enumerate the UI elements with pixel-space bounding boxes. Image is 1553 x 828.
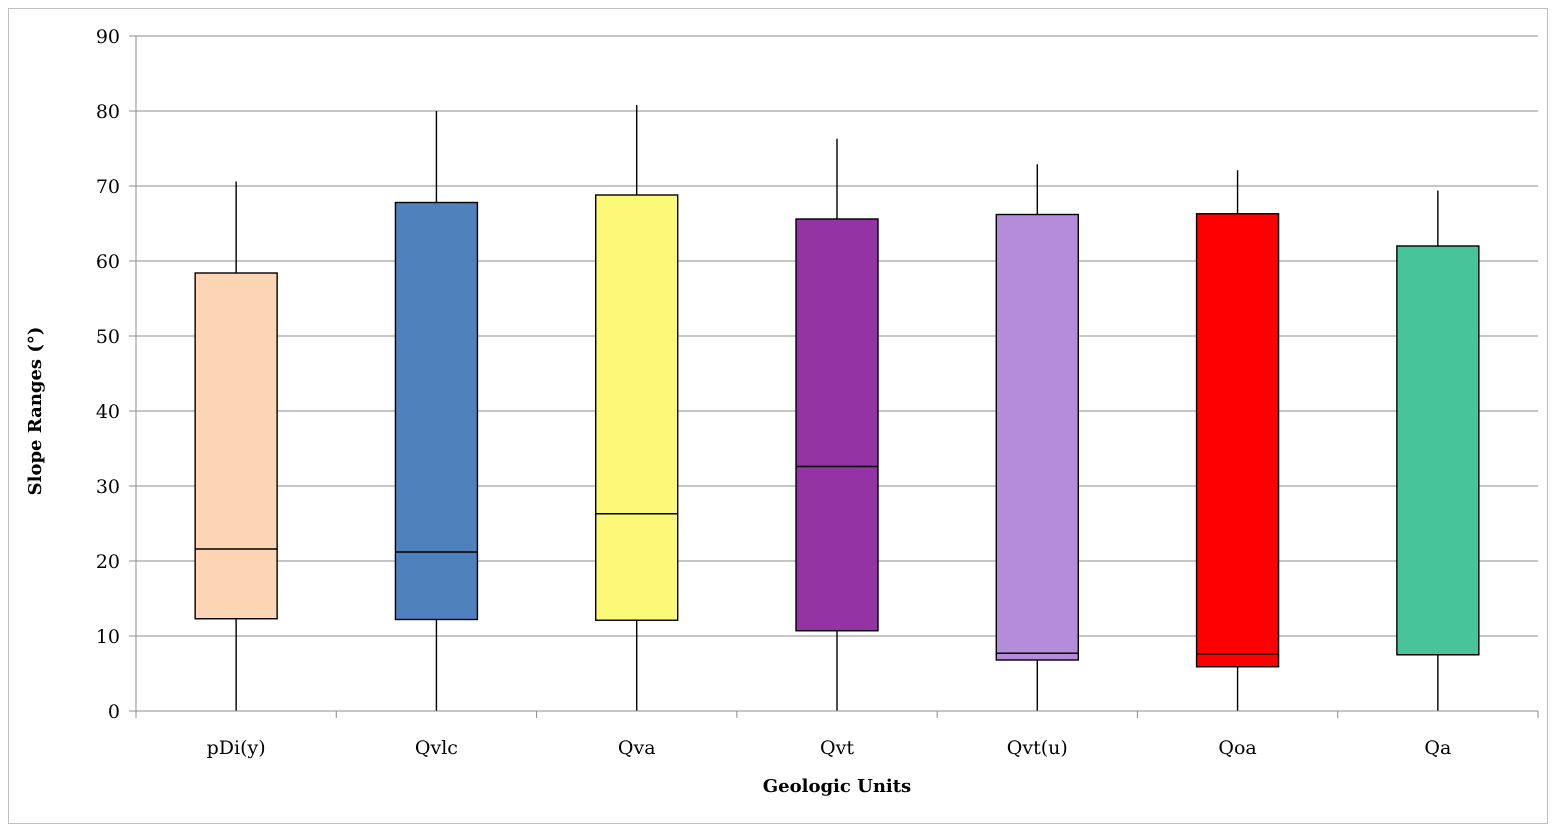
box-qvlc (394, 111, 479, 711)
axes (135, 36, 1539, 718)
y-tick-label-10: 10 (96, 626, 120, 648)
x-tick-label-qvlc: Qvlc (415, 737, 458, 759)
box-qva (595, 105, 679, 711)
y-tick-label-30: 30 (96, 476, 120, 498)
y-tick-label-20: 20 (96, 551, 120, 573)
y-tick-label-50: 50 (96, 326, 120, 348)
y-tick-labels: 0 10 20 30 40 50 60 70 80 90 (96, 26, 120, 723)
x-tick-label-qvt-u: Qvt(u) (1007, 737, 1068, 759)
box-pdi-y (194, 181, 278, 711)
box-body-qvt-u (995, 213, 1079, 661)
box-qvt-u (995, 164, 1079, 711)
x-tick-labels: pDi(y) Qvlc Qva Qvt Qvt(u) Qoa Qa (207, 737, 1452, 759)
box-body-qvlc (394, 201, 479, 621)
y-tick-label-0: 0 (108, 701, 120, 723)
box-body-qvt (795, 218, 879, 632)
box-qvt (795, 138, 879, 711)
y-tick-label-40: 40 (96, 401, 120, 423)
x-tick-label-qva: Qva (618, 737, 656, 759)
box-body-qva (595, 194, 679, 621)
y-tick-label-90: 90 (96, 26, 120, 48)
x-tick-label-qa: Qa (1424, 737, 1451, 759)
box-body-qa (1396, 245, 1480, 656)
box-qa (1396, 190, 1480, 711)
y-tick-label-70: 70 (96, 176, 120, 198)
box-qoa (1195, 170, 1280, 711)
x-tick-label-qvt: Qvt (820, 737, 854, 759)
box-series (194, 105, 1480, 711)
y-tick-label-60: 60 (96, 251, 120, 273)
box-body-qoa (1195, 213, 1280, 668)
y-axis-title: Slope Ranges (°) (25, 327, 46, 496)
y-tick-label-80: 80 (96, 101, 120, 123)
box-body-pdi-y (194, 272, 278, 620)
x-tick-label-pdi-y: pDi(y) (207, 737, 266, 759)
x-axis-title: Geologic Units (763, 776, 911, 797)
x-tick-label-qoa: Qoa (1218, 737, 1256, 759)
